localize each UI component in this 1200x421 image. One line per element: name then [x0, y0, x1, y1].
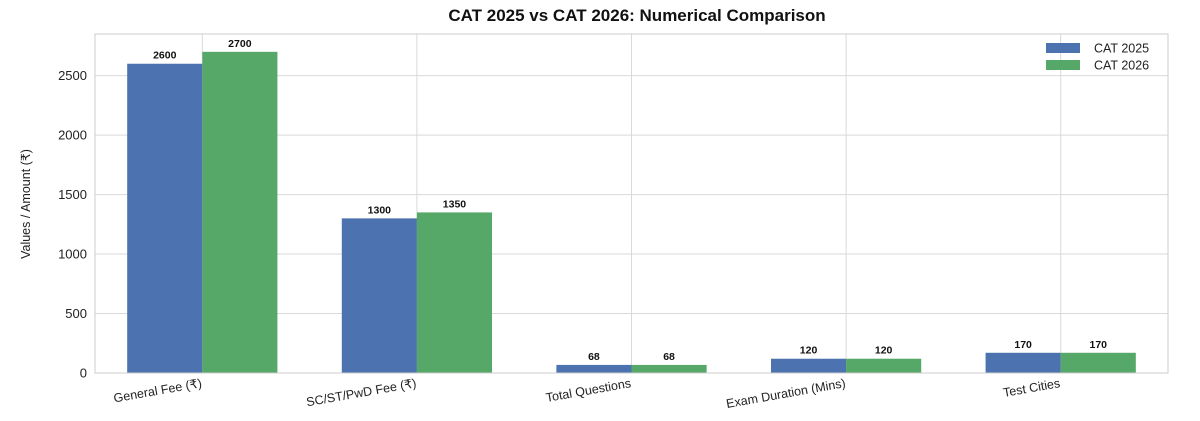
bar-value-label: 170 [1089, 339, 1107, 351]
y-tick-label: 1000 [58, 247, 87, 262]
legend-label: CAT 2025 [1094, 42, 1149, 56]
bar-value-label: 68 [663, 351, 675, 363]
bar [770, 358, 847, 373]
x-tick-label: Test Cities [1002, 376, 1061, 400]
x-tick-label: Exam Duration (Mins) [725, 376, 846, 411]
bar-value-label: 2700 [228, 38, 252, 50]
bar [127, 63, 203, 373]
bar-value-label: 2600 [153, 50, 177, 62]
bar [985, 352, 1061, 373]
bar-value-label: 120 [800, 345, 818, 357]
plot-frame [94, 33, 1169, 374]
bar [1060, 352, 1136, 373]
bar [631, 364, 707, 373]
bar [556, 364, 632, 373]
y-tick-label: 2500 [58, 68, 87, 83]
bar [846, 358, 922, 373]
bar-value-label: 170 [1014, 339, 1032, 351]
x-tick-label: General Fee (₹) [113, 376, 203, 405]
legend-swatch [1046, 60, 1080, 70]
bar [416, 212, 493, 373]
bar-value-label: 1300 [368, 204, 392, 216]
bar-labels: 2600 1300 68 120 170 2700 1350 68 120 170 [153, 38, 1107, 363]
bar-value-label: 1350 [443, 198, 467, 210]
x-tick-label: Total Questions [545, 376, 632, 405]
bar-value-label: 68 [588, 351, 600, 363]
y-tick-label: 2000 [58, 128, 87, 143]
legend-swatch [1046, 43, 1080, 53]
legend-label: CAT 2026 [1094, 59, 1149, 73]
bar-value-label: 120 [875, 345, 893, 357]
bar [341, 218, 417, 373]
y-tick-label: 0 [80, 366, 87, 381]
y-axis-label: Values / Amount (₹) [19, 149, 33, 259]
bar [202, 51, 278, 374]
y-tick-label: 500 [65, 306, 87, 321]
bars [127, 51, 1136, 374]
legend: CAT 2025 CAT 2026 [1046, 42, 1149, 73]
chart-title: CAT 2025 vs CAT 2026: Numerical Comparis… [448, 6, 825, 25]
x-tick-label: SC/ST/PwD Fee (₹) [305, 376, 417, 409]
y-tick-label: 1500 [58, 187, 87, 202]
